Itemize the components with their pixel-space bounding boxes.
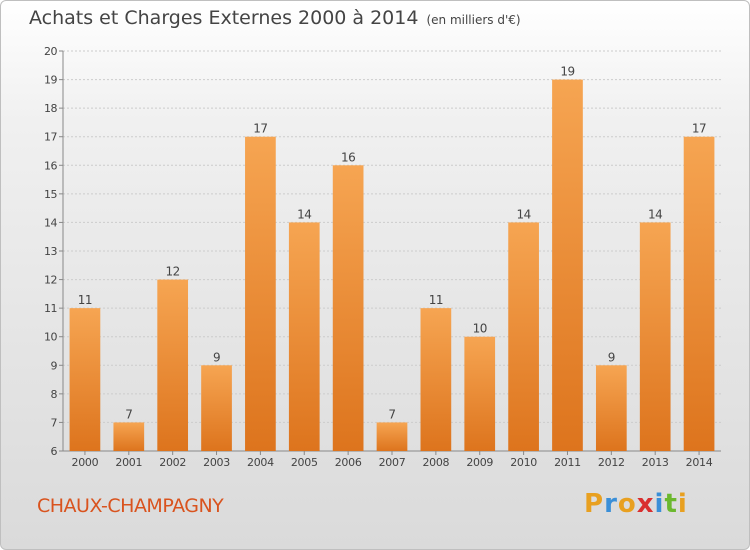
y-tick-label: 7 (51, 416, 58, 429)
x-tick-label: 2014 (686, 456, 713, 469)
y-tick-label: 15 (44, 188, 57, 201)
bar-value-label: 14 (516, 207, 530, 221)
y-tick-label: 19 (44, 74, 57, 87)
y-tick-label: 10 (44, 331, 57, 344)
bar-value-label: 12 (166, 265, 180, 279)
x-tick-label: 2012 (598, 456, 625, 469)
x-tick-label: 2006 (335, 456, 362, 469)
y-tick-label: 14 (44, 216, 57, 229)
bar-value-label: 19 (560, 65, 574, 79)
x-tick-label: 2010 (510, 456, 537, 469)
y-tick-label: 16 (44, 159, 57, 172)
bar (376, 422, 408, 451)
y-tick-label: 13 (44, 245, 57, 258)
logo-letter: o (617, 489, 637, 519)
y-tick-label: 18 (44, 102, 57, 115)
x-tick-label: 2013 (642, 456, 669, 469)
logo-letter: i (654, 489, 665, 519)
chart-subtitle: (en milliers d'€) (426, 13, 521, 27)
x-tick-label: 2003 (203, 456, 230, 469)
chart-title: Achats et Charges Externes 2000 à 2014 (e… (29, 7, 521, 29)
bar-value-label: 7 (125, 407, 132, 421)
bar (332, 165, 364, 452)
bar-value-label: 7 (388, 407, 395, 421)
logo-letter: i (677, 489, 688, 519)
bar-value-label: 9 (213, 350, 220, 364)
y-tick-label: 17 (44, 131, 57, 144)
logo-letter: x (636, 489, 655, 519)
y-tick-label: 6 (51, 445, 58, 458)
bar-value-label: 14 (297, 207, 311, 221)
x-tick-label: 2008 (422, 456, 449, 469)
bar (69, 308, 101, 451)
y-tick-label: 11 (44, 302, 57, 315)
bar (552, 79, 583, 452)
x-tick-label: 2007 (379, 456, 406, 469)
x-tick-label: 2002 (159, 456, 186, 469)
x-tick-label: 2005 (291, 456, 318, 469)
bar-value-label: 9 (608, 350, 615, 364)
commune-name: CHAUX-CHAMPAGNY (37, 495, 224, 517)
bar-value-label: 10 (473, 322, 487, 336)
x-tick-label: 2011 (554, 456, 581, 469)
bar (595, 365, 627, 451)
bar-value-label: 17 (253, 122, 267, 136)
bar (464, 336, 496, 451)
y-tick-label: 9 (51, 359, 58, 372)
proxiti-logo: Proxiti (584, 489, 688, 519)
logo-letter: P (584, 489, 605, 519)
x-tick-label: 2009 (466, 456, 493, 469)
bar-value-label: 16 (341, 150, 355, 164)
y-tick-label: 8 (51, 388, 58, 401)
bar (245, 136, 276, 451)
bar-value-label: 14 (648, 207, 662, 221)
x-tick-label: 2004 (247, 456, 274, 469)
x-tick-label: 2001 (115, 456, 142, 469)
bar (420, 308, 452, 451)
bar (639, 222, 671, 451)
x-tick-label: 2000 (72, 456, 99, 469)
logo-letter: r (604, 489, 618, 519)
bar (683, 136, 715, 451)
bar-value-label: 11 (429, 293, 443, 307)
bar (113, 422, 145, 451)
logo-letter: t (664, 489, 678, 519)
bar (288, 222, 320, 451)
bar-value-label: 17 (692, 122, 706, 136)
bar (201, 365, 232, 451)
bar-value-label: 11 (78, 293, 92, 307)
chart-title-text: Achats et Charges Externes 2000 à 2014 (29, 7, 419, 29)
y-tick-label: 20 (44, 45, 57, 58)
bar (157, 279, 189, 451)
y-tick-label: 12 (44, 274, 57, 287)
bar (508, 222, 539, 451)
